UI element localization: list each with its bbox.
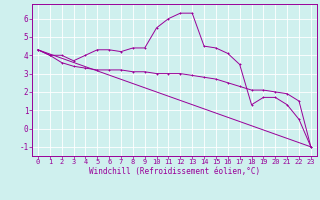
X-axis label: Windchill (Refroidissement éolien,°C): Windchill (Refroidissement éolien,°C) (89, 167, 260, 176)
